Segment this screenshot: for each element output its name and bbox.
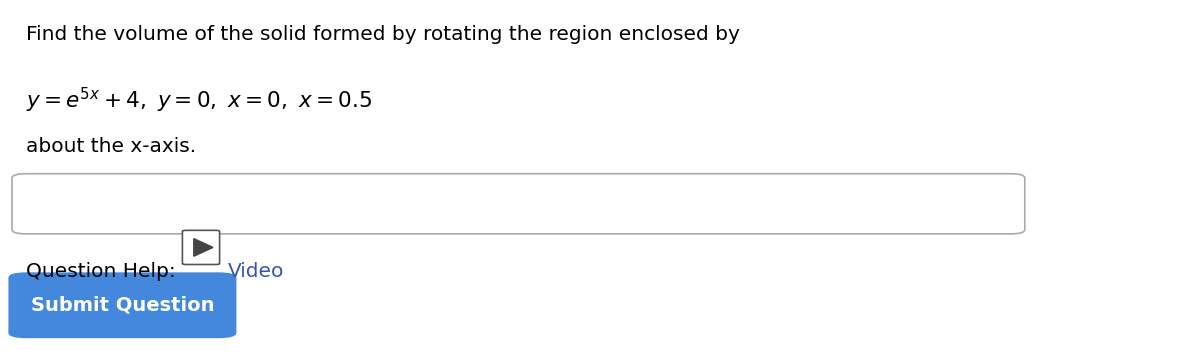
FancyBboxPatch shape: [12, 174, 1025, 234]
Polygon shape: [194, 239, 214, 256]
Text: Question Help:: Question Help:: [26, 262, 176, 281]
Text: about the x-axis.: about the x-axis.: [26, 137, 197, 156]
Text: Find the volume of the solid formed by rotating the region enclosed by: Find the volume of the solid formed by r…: [26, 25, 740, 44]
Text: Submit Question: Submit Question: [31, 296, 214, 315]
Text: $y = e^{5x} + 4,\ y = 0,\ x = 0,\ x = 0.5$: $y = e^{5x} + 4,\ y = 0,\ x = 0,\ x = 0.…: [26, 85, 372, 115]
FancyBboxPatch shape: [182, 230, 220, 265]
Text: Video: Video: [228, 262, 284, 281]
FancyBboxPatch shape: [8, 272, 236, 338]
